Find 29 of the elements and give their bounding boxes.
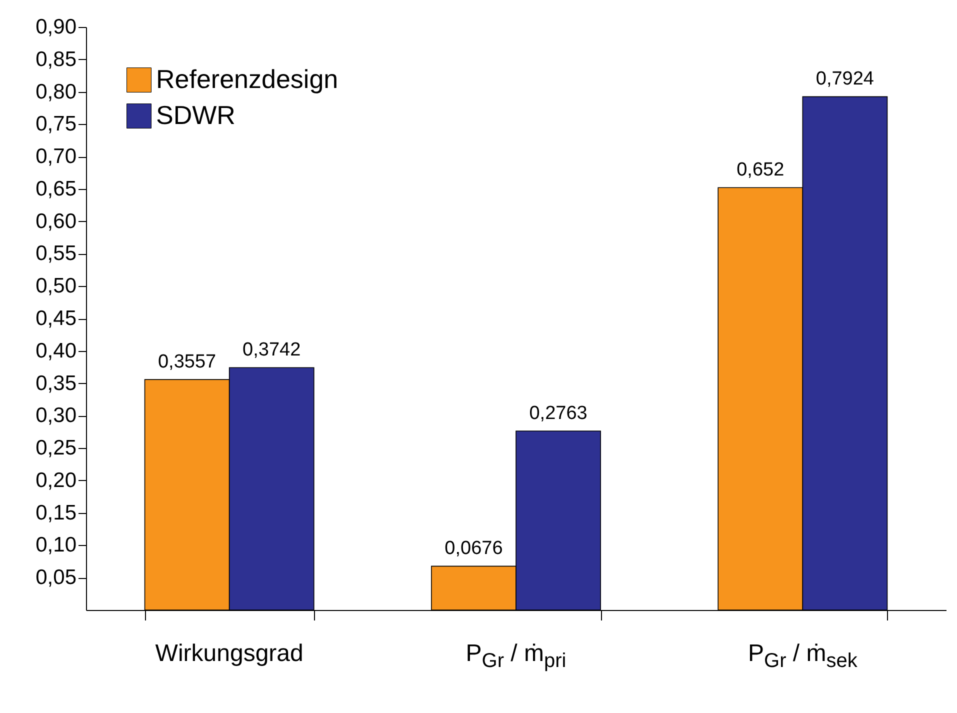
data-label: 0,7924 xyxy=(816,68,874,90)
x-tick-label: Wirkungsgrad xyxy=(154,640,304,669)
x-tick-label: P$_{Gr}$ / ṁ$_{sek}$ xyxy=(747,640,858,673)
y-tick-label: 0,10 xyxy=(36,534,76,557)
y-tick-label: 0,70 xyxy=(36,145,76,168)
y-tick-label: 0,15 xyxy=(36,501,76,524)
legend-label: SDWR xyxy=(156,100,236,130)
data-label: 0,0676 xyxy=(444,538,503,560)
y-tick-label: 0,05 xyxy=(36,566,76,590)
y-tick-label: 0,45 xyxy=(36,307,76,330)
y-tick-label: 0,40 xyxy=(36,339,76,362)
y-tick-label: 0,90 xyxy=(36,16,76,38)
data-label: 0,2763 xyxy=(529,403,588,424)
y-tick-label: 0,85 xyxy=(36,48,76,71)
y-tick-label: 0,35 xyxy=(36,372,76,395)
y-tick-label: 0,65 xyxy=(36,177,76,200)
y-tick-label: 0,20 xyxy=(36,468,76,492)
x-tick-label: P$_{Gr}$ / ṁ$_{pri}$ xyxy=(464,640,568,673)
data-label: 0,3557 xyxy=(158,352,216,373)
legend-label: Referenzdesign xyxy=(156,64,338,94)
data-label: 0,652 xyxy=(736,160,784,181)
y-tick-label: 0,25 xyxy=(36,436,76,460)
data-label: 0,3742 xyxy=(242,340,301,361)
y-tick-label: 0,75 xyxy=(36,112,76,136)
y-tick-label: 0,80 xyxy=(36,80,76,104)
y-tick-label: 0,55 xyxy=(36,242,76,266)
y-tick-label: 0,60 xyxy=(36,210,76,233)
y-tick-label: 0,30 xyxy=(36,404,76,428)
y-tick-label: 0,50 xyxy=(36,274,76,298)
